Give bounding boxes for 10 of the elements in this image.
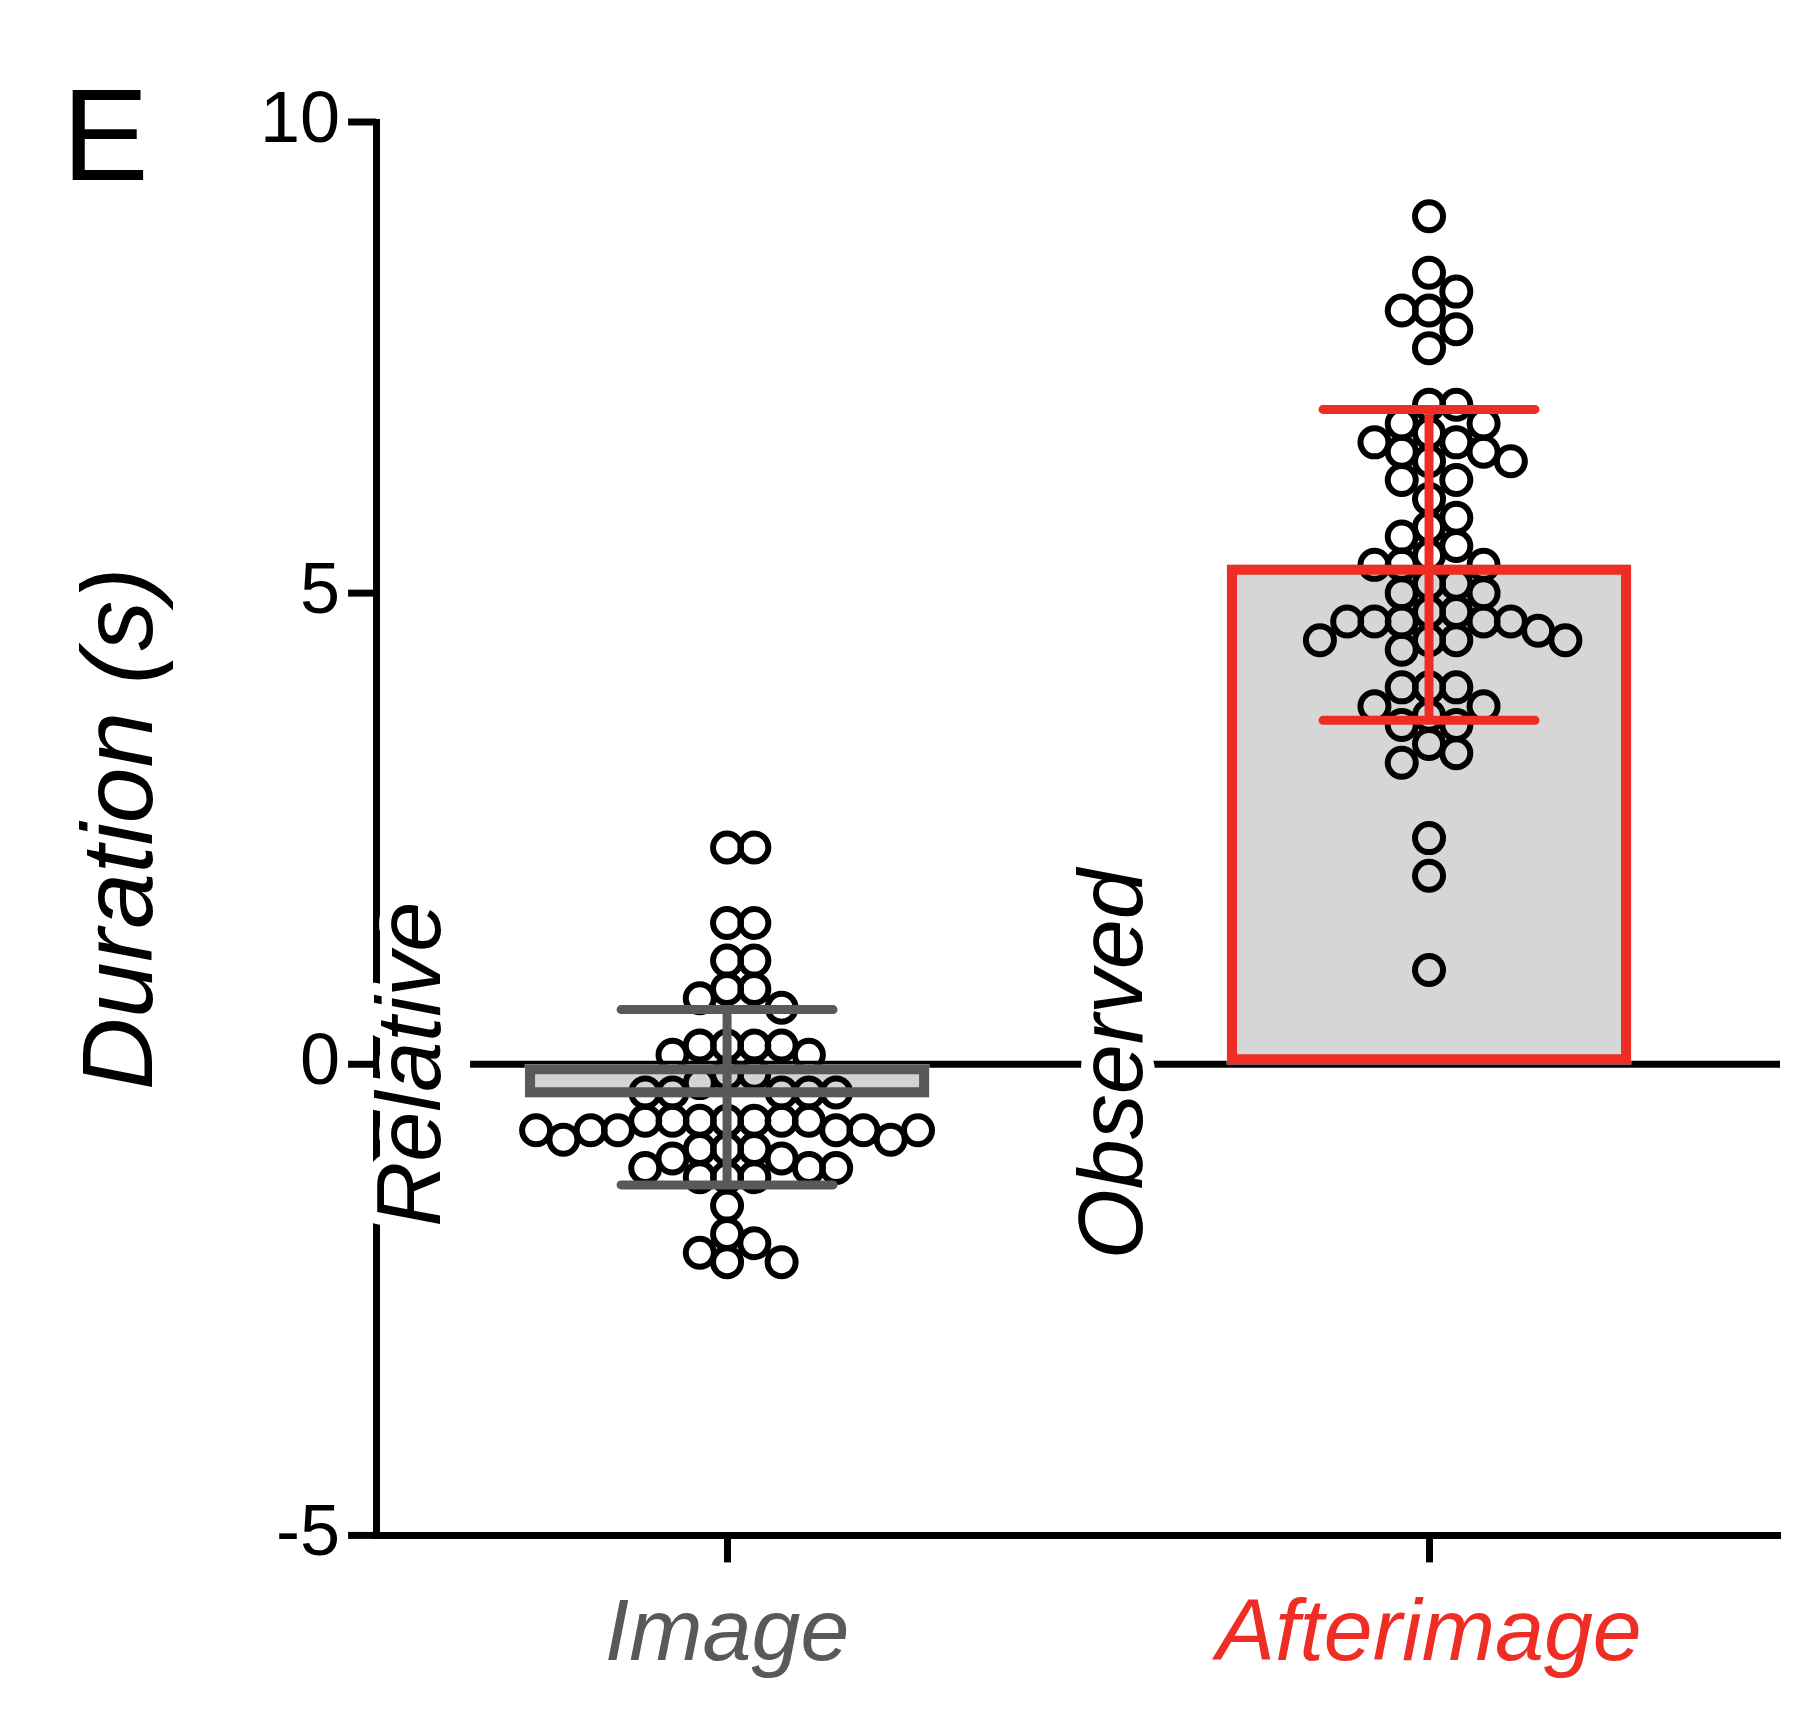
annotation: Relative (359, 901, 460, 1227)
annotation: Observed (1061, 866, 1162, 1260)
y-tick-label: 0 (300, 1019, 341, 1100)
y-axis-title: Duration (s) (60, 567, 173, 1090)
y-tick-label: 10 (259, 76, 341, 157)
chart-title: E (62, 62, 149, 208)
y-tick-label: -5 (276, 1490, 341, 1571)
x-tick-label: Image (604, 1579, 850, 1679)
x-tick-label: Afterimage (1211, 1579, 1642, 1679)
y-tick-label: 5 (300, 547, 341, 628)
